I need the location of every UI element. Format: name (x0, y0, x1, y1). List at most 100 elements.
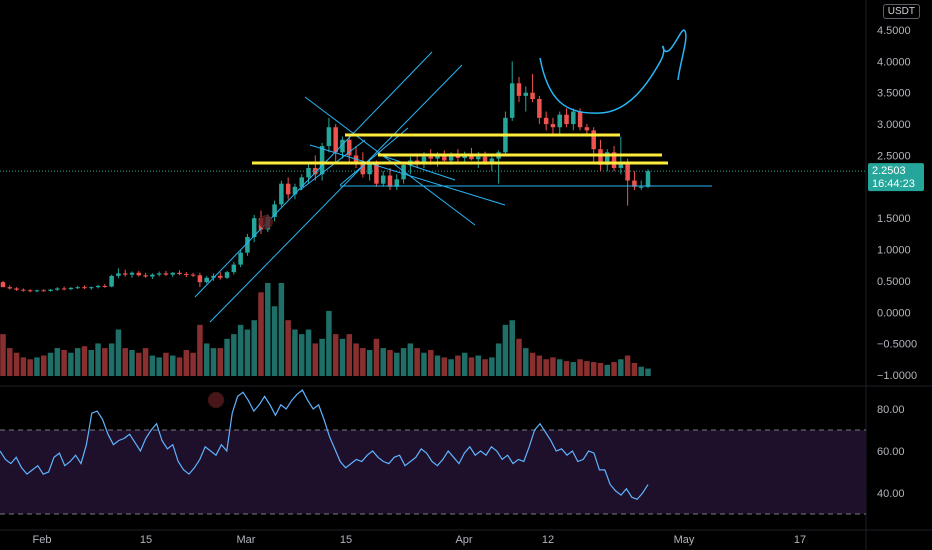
candle-body[interactable] (537, 99, 542, 118)
candle-body[interactable] (530, 92, 535, 99)
candle-body[interactable] (21, 289, 26, 291)
candle-body[interactable] (285, 183, 291, 195)
candle-body[interactable] (68, 287, 74, 290)
candle-body[interactable] (564, 114, 569, 125)
candle-body[interactable] (116, 273, 121, 276)
candle-body[interactable] (279, 183, 284, 205)
candle-body[interactable] (374, 162, 379, 184)
candle-body[interactable] (102, 285, 108, 287)
candle-body[interactable] (163, 273, 169, 275)
candle-body[interactable] (306, 168, 311, 178)
candle-body[interactable] (605, 152, 610, 165)
candle-body[interactable] (448, 154, 454, 161)
volume-bar (461, 352, 468, 376)
currency-label[interactable]: USDT (882, 4, 920, 19)
candle-body[interactable] (421, 156, 427, 163)
candle-body[interactable] (523, 92, 529, 96)
freehand-curve[interactable] (539, 29, 687, 114)
candle-body[interactable] (394, 179, 400, 187)
candle-body[interactable] (156, 273, 162, 275)
candle-body[interactable] (129, 272, 135, 275)
candle-body[interactable] (48, 289, 53, 291)
candle-body[interactable] (61, 288, 67, 290)
candle-body[interactable] (598, 149, 603, 165)
candle-body[interactable] (0, 282, 6, 288)
candle-body[interactable] (34, 290, 40, 292)
candle-body[interactable] (109, 275, 114, 287)
candle-body[interactable] (353, 155, 359, 162)
candle-body[interactable] (231, 264, 237, 273)
candle-body[interactable] (143, 275, 148, 277)
candle-body[interactable] (95, 285, 101, 288)
candle-body[interactable] (150, 274, 155, 277)
candle-body[interactable] (89, 287, 94, 289)
candle-body[interactable] (204, 277, 209, 283)
candle-body[interactable] (211, 275, 216, 278)
candle-body[interactable] (136, 272, 142, 276)
candle-body[interactable] (632, 180, 637, 187)
candle-body[interactable] (482, 156, 488, 162)
candle-body[interactable] (224, 272, 230, 278)
candle-body[interactable] (340, 139, 345, 153)
candle-body[interactable] (462, 155, 467, 158)
candle-body[interactable] (7, 287, 13, 289)
candle-body[interactable] (550, 124, 556, 128)
candle-body[interactable] (14, 288, 19, 290)
candle-body[interactable] (251, 218, 257, 237)
candle-body[interactable] (27, 290, 33, 292)
trend-line[interactable] (309, 144, 506, 206)
candle-body[interactable] (292, 186, 298, 195)
candle-body[interactable] (387, 175, 393, 187)
candle-body[interactable] (489, 158, 495, 162)
candle-body[interactable] (360, 161, 366, 175)
candle-body[interactable] (618, 161, 624, 168)
candle-body[interactable] (55, 288, 60, 290)
candle-body[interactable] (347, 139, 352, 156)
candle-body[interactable] (190, 274, 196, 276)
candle-body[interactable] (184, 274, 189, 276)
candle-body[interactable] (122, 273, 128, 275)
candle-body[interactable] (218, 275, 223, 278)
candle-body[interactable] (435, 155, 440, 159)
candle-body[interactable] (367, 162, 372, 175)
candle-body[interactable] (509, 83, 515, 118)
candle-body[interactable] (591, 130, 596, 150)
candle-body[interactable] (326, 127, 332, 147)
trend-line[interactable] (339, 127, 409, 186)
candle-body[interactable] (82, 287, 87, 289)
candle-body[interactable] (584, 127, 590, 131)
candle-body[interactable] (401, 164, 406, 180)
candle-body[interactable] (333, 127, 338, 153)
candle-body[interactable] (428, 156, 433, 159)
candle-body[interactable] (645, 171, 651, 187)
trend-line[interactable] (379, 154, 456, 181)
candle-body[interactable] (170, 272, 175, 275)
trend-line[interactable] (209, 64, 463, 323)
candle-body[interactable] (238, 252, 243, 265)
candle-body[interactable] (177, 272, 182, 275)
candle-body[interactable] (245, 237, 250, 253)
candle-body[interactable] (543, 117, 549, 125)
candle-body[interactable] (557, 114, 562, 128)
candle-body[interactable] (75, 287, 80, 289)
candle-body[interactable] (313, 168, 318, 175)
trend-line[interactable] (299, 139, 366, 191)
candle-body[interactable] (577, 111, 583, 128)
candle-body[interactable] (476, 156, 481, 160)
candle-body[interactable] (625, 161, 630, 181)
candle-body[interactable] (299, 177, 304, 187)
candle-body[interactable] (611, 152, 617, 168)
candle-body[interactable] (571, 111, 576, 125)
candle-body[interactable] (272, 204, 277, 217)
candle-body[interactable] (469, 155, 474, 160)
candle-body[interactable] (41, 290, 46, 292)
candle-body[interactable] (380, 175, 386, 184)
candle-body[interactable] (442, 155, 447, 161)
trend-line[interactable] (194, 51, 433, 298)
candle-body[interactable] (638, 186, 644, 188)
candle-body[interactable] (319, 146, 325, 175)
trend-line[interactable] (304, 96, 476, 226)
candle-body[interactable] (197, 275, 203, 283)
candle-body[interactable] (516, 83, 522, 96)
